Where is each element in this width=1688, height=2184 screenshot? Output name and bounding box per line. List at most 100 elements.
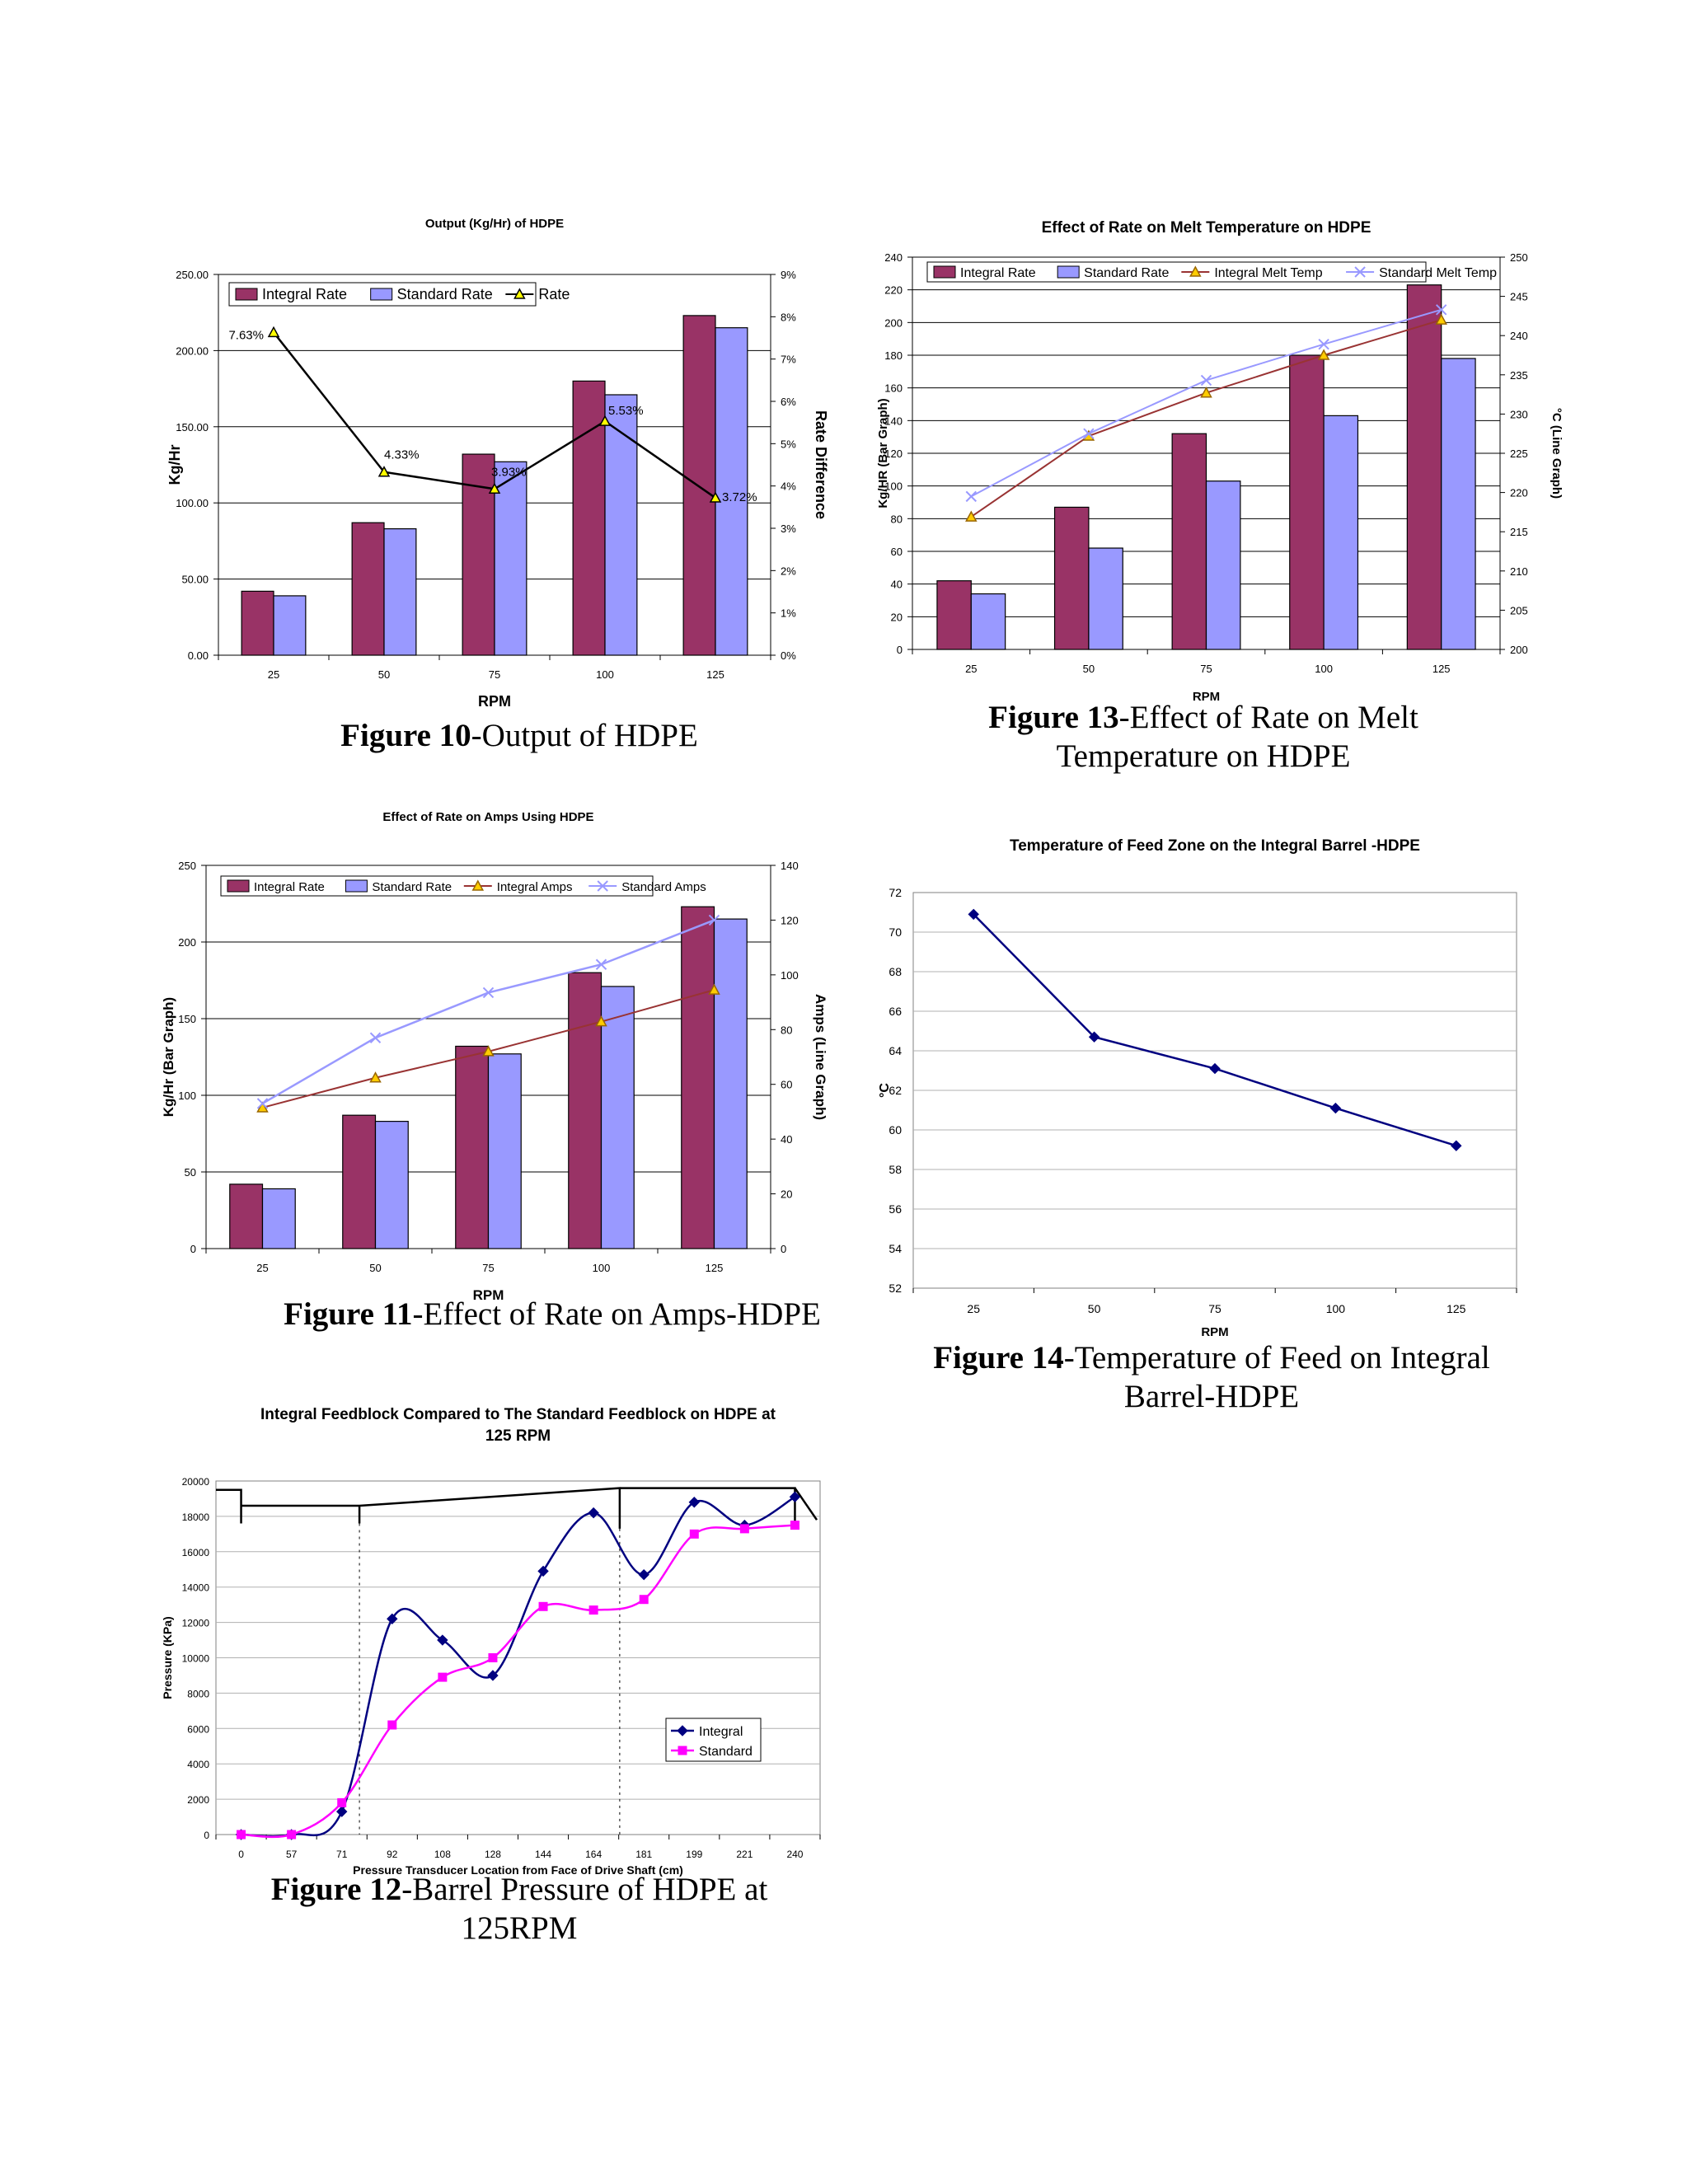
bar-integral-rate [229,1183,264,1249]
point-integral [487,1670,499,1681]
y-tick-label: 6000 [187,1723,209,1735]
y2-tick-label: 8% [781,311,796,323]
x-tick-label: 125 [1432,663,1451,675]
point-integral-melt-temp [1200,387,1212,398]
data-label: 7.63% [228,328,264,342]
y-tick-label: 50 [185,1166,196,1179]
chart-fig12: Integral Feedblock Compared to The Stand… [161,1406,821,1877]
point-rate [267,326,280,338]
data-label: 3.93% [491,465,527,479]
caption-fig13-text: -Effect of Rate on Melt Temperature on H… [1056,700,1418,774]
bar-standard-rate [1088,547,1123,650]
barrel-outline [216,1487,818,1529]
legend-label: Standard Rate [397,286,493,302]
x-tick-label: 75 [489,668,500,681]
legend-label: Standard [699,1745,753,1759]
legend-label: Integral Rate [960,266,1036,280]
y-tick-label: 100 [884,480,903,493]
point-standard-melt-temp [1083,428,1095,439]
point-rate [377,466,391,477]
y2-tick-label: 4% [781,480,796,493]
point-standard-melt-temp [1318,338,1329,350]
legend-label: Rate [538,286,570,302]
x-tick-label: 25 [256,1262,268,1274]
y2-tick-label: 0 [781,1243,786,1255]
point-rate [709,491,722,503]
point-integral-amps [256,1101,269,1113]
y-axis-label: Pressure (KPa) [161,1616,174,1699]
point-standard [387,1720,397,1730]
point-standard [438,1672,448,1682]
x-tick-label: 50 [1088,1302,1101,1315]
bar-integral-rate [572,380,606,656]
point-standard-amps [256,1098,269,1109]
point-integral [537,1565,549,1577]
bar-integral-rate [455,1045,490,1249]
bar-integral-rate [681,906,715,1249]
x-tick-label: 164 [585,1849,602,1860]
y-tick-label: 200 [884,316,903,329]
y2-tick-label: 250 [1510,251,1528,264]
y2-tick-label: 1% [781,607,796,620]
legend-label: Integral Melt Temp [1214,266,1322,280]
caption-fig10-text: -Output of HDPE [471,718,698,753]
x-tick-label: 25 [268,668,279,681]
legend-box [220,875,654,897]
y-tick-label: 150 [178,1013,196,1025]
y2-tick-label: 120 [781,914,799,926]
y-tick-label: 200.00 [176,344,209,357]
caption-fig12: Figure 12-Barrel Pressure of HDPE at 125… [247,1871,791,1948]
point-standard-amps [369,1032,382,1043]
y-tick-label: 240 [884,251,903,264]
y-tick-label: 0 [897,644,903,656]
data-point [1451,1140,1462,1151]
y-tick-label: 58 [889,1163,902,1176]
y-tick-label: 60 [891,546,903,558]
y-tick-label: 0 [190,1243,196,1255]
y-tick-label: 16000 [182,1547,210,1558]
x-tick-label: 25 [965,663,977,675]
y-tick-label: 250.00 [176,269,209,281]
y-tick-label: 100 [178,1090,196,1102]
point-standard [588,1605,598,1615]
caption-fig12-number: Figure 12 [270,1872,402,1907]
y-tick-label: 0 [204,1830,209,1841]
chart-title: Temperature of Feed Zone on the Integral… [1010,837,1420,855]
x-tick-label: 100 [593,1262,611,1274]
y2-axis-label: Amps (Line Graph) [813,994,828,1120]
y2-tick-label: 40 [781,1133,792,1146]
point-integral-amps [708,983,720,995]
y2-tick-label: 9% [781,269,796,281]
y2-tick-label: 235 [1510,369,1528,382]
chart-fig10: Output (Kg/Hr) of HDPE 0.00 50.00 100.00 150… [166,217,829,710]
bar-standard-rate [715,327,748,656]
y2-tick-label: 80 [781,1024,792,1036]
legend-marker [513,288,526,299]
point-standard [790,1521,799,1530]
legend-label: Standard Amps [621,880,706,894]
y-axis-label: Kg/Hr (Bar Graph) [161,997,176,1117]
point-standard-amps [595,958,607,970]
point-standard-amps [708,914,720,926]
point-integral-amps [482,1045,495,1057]
y2-tick-label: 200 [1510,644,1528,656]
x-tick-label: 221 [736,1849,753,1860]
caption-fig11-number: Figure 11 [284,1296,413,1332]
y-tick-label: 120 [884,448,903,460]
caption-fig13-number: Figure 13 [988,700,1119,735]
caption-fig10: Figure 10-Output of HDPE [272,717,767,756]
chart-title: Effect of Rate on Amps Using HDPE [382,810,593,824]
bar-standard-rate [374,1121,409,1249]
data-point [968,908,979,921]
point-rate [598,415,612,426]
x-tick-label: 108 [434,1849,451,1860]
y2-tick-label: 3% [781,523,796,535]
caption-fig11-text: -Effect of Rate on Amps-HDPE [412,1296,821,1332]
bar-standard-rate [1205,480,1241,650]
y2-tick-label: 215 [1510,526,1528,538]
y-tick-label: 20000 [182,1476,210,1488]
bar-standard-rate [383,528,417,656]
x-tick-label: 25 [967,1302,980,1315]
legend-marker [471,879,485,891]
